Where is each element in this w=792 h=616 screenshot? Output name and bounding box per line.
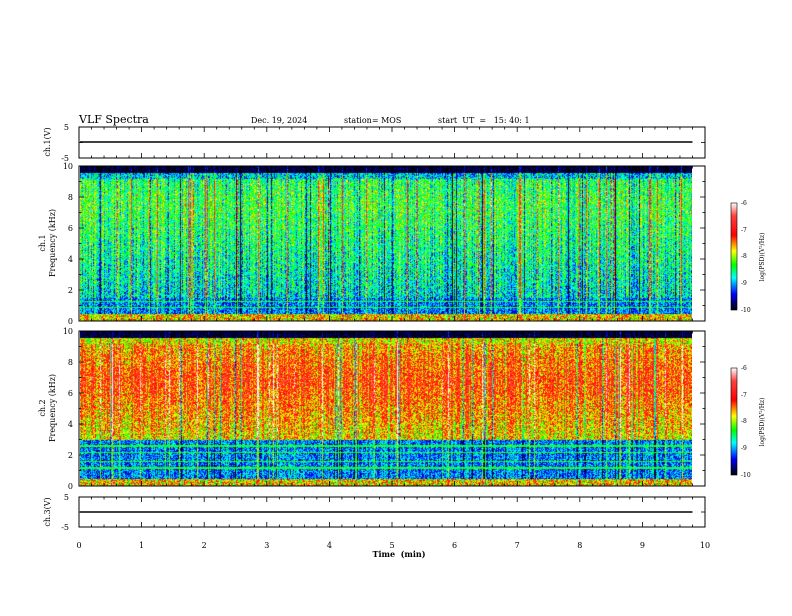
ch1-spectrogram-panel: 0 2 4 6 8 10 ch.1 Frequency (kHz) -6 -7 -8 -9… xyxy=(38,162,766,326)
x-tick-label: 9 xyxy=(640,541,645,550)
x-tick-label: 3 xyxy=(264,541,269,550)
ch3-ytick-bottom: -5 xyxy=(61,523,69,532)
ch2-spectrogram-ticks: 0 2 4 6 8 10 xyxy=(63,327,706,491)
ch2-colorbar-tick-10: -10 xyxy=(741,472,751,479)
ch2-colorbar-tick-8: -8 xyxy=(741,418,747,425)
station-label: station= MOS xyxy=(344,116,401,125)
ch3-ytick-top: 5 xyxy=(64,493,69,502)
ch2-colorbar-tick-7: -7 xyxy=(741,392,747,399)
x-tick-label: 6 xyxy=(452,541,457,550)
ch1-waveform-panel: 5 -5 ch.1(V) xyxy=(43,123,706,163)
ch1-spectrogram-image xyxy=(80,166,692,321)
y-tick-label: 6 xyxy=(68,224,73,233)
start-time-label: start UT = 15: 40: 1 xyxy=(438,116,530,125)
y-tick-label: 2 xyxy=(68,286,73,295)
figure-title: VLF Spectra xyxy=(78,113,149,126)
ch2-spec-ylabel-frequency: Frequency (kHz) xyxy=(48,374,57,442)
y-tick-label: 8 xyxy=(68,193,73,202)
x-tick-label: 1 xyxy=(139,541,144,550)
x-tick-label: 2 xyxy=(202,541,207,550)
ch2-spectrogram-image xyxy=(80,331,692,486)
ch2-colorbar-tick-6: -6 xyxy=(741,365,747,372)
y-tick-label: 0 xyxy=(68,482,73,491)
ch3-waveform-ylabel: ch.3(V) xyxy=(43,497,52,526)
ch2-colorbar xyxy=(730,367,738,476)
ch2-spectrogram-panel: 0 2 4 6 8 10 ch.2 Frequency (kHz) -6 -7 -8 -9… xyxy=(38,327,766,491)
x-tick-label: 4 xyxy=(327,541,332,550)
y-tick-label: 6 xyxy=(68,389,73,398)
ch1-waveform-ylabel: ch.1(V) xyxy=(43,127,52,156)
ch1-colorbar-tick-6: -6 xyxy=(741,200,747,207)
x-tick-label: 7 xyxy=(515,541,520,550)
ch2-spectrogram-image-holder xyxy=(80,331,692,486)
y-tick-label: 2 xyxy=(68,451,73,460)
ch1-ytick-top: 5 xyxy=(64,123,69,132)
ch1-spectrogram-ticks: 0 2 4 6 8 10 xyxy=(63,162,706,326)
ch1-colorbar-label: log(PSD)(V²/Hz) xyxy=(759,233,766,282)
ch1-colorbar-tick-7: -7 xyxy=(741,227,747,234)
x-tick-label: 5 xyxy=(389,541,394,550)
x-tick-label: 0 xyxy=(76,541,81,550)
ch3-waveform-panel: 5 -5 ch.3(V) xyxy=(43,493,706,532)
ch1-colorbar-tick-8: -8 xyxy=(741,253,747,260)
ch3-waveform-ticks xyxy=(78,496,706,528)
ch2-spec-ylabel-channel: ch.2 xyxy=(38,399,47,416)
date-label: Dec. 19, 2024 xyxy=(251,116,307,125)
x-axis-label: Time (min) xyxy=(372,549,425,559)
x-tick-label: 8 xyxy=(577,541,582,550)
y-tick-label: 8 xyxy=(68,358,73,367)
x-tick-label: 10 xyxy=(700,541,710,550)
ch1-waveform-ticks xyxy=(78,126,706,159)
y-tick-label: 10 xyxy=(63,162,73,171)
ch2-colorbar-label: log(PSD)(V²/Hz) xyxy=(759,398,766,447)
y-tick-label: 0 xyxy=(68,317,73,326)
ch1-colorbar-tick-10: -10 xyxy=(741,307,751,314)
ch2-colorbar-tick-9: -9 xyxy=(741,445,747,452)
y-tick-label: 10 xyxy=(63,327,73,336)
y-tick-label: 4 xyxy=(68,420,73,429)
ch1-spec-ylabel-frequency: Frequency (kHz) xyxy=(48,209,57,277)
x-axis-tick-labels: 0 1 2 3 4 5 6 7 8 9 10 xyxy=(76,541,710,550)
ch1-colorbar-tick-9: -9 xyxy=(741,280,747,287)
ch1-spectrogram-image-holder xyxy=(80,166,692,321)
ch1-colorbar xyxy=(730,202,738,311)
y-tick-label: 4 xyxy=(68,255,73,264)
ch1-spec-ylabel-channel: ch.1 xyxy=(38,234,47,251)
ch1-ytick-bottom: -5 xyxy=(61,154,69,163)
